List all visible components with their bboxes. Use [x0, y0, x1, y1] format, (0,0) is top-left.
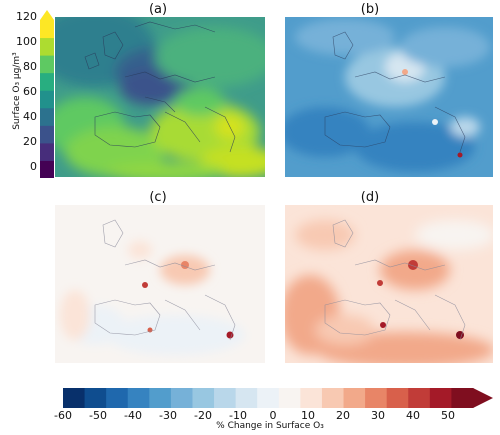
colorbar-step [63, 388, 86, 408]
colorbar-step [40, 37, 54, 56]
colorbar-step [40, 90, 54, 109]
colorbar-tick-label: 30 [371, 409, 385, 422]
percent-change-colorbar-label: % Change in Surface O₃ [216, 421, 324, 431]
colorbar-step [106, 388, 129, 408]
colorbar-tick-label: 50 [441, 409, 455, 422]
colorbar-tick-label: 100 [16, 35, 37, 48]
percent-change-colorbar [63, 388, 495, 408]
colorbar-step [84, 388, 107, 408]
colorbar-tick-label: -30 [159, 409, 177, 422]
colorbar-step [149, 388, 172, 408]
colorbar-tick-label: 10 [301, 409, 315, 422]
colorbar-tick-label: 0 [269, 409, 277, 422]
map-panel-d [285, 205, 493, 363]
colorbar-step [321, 388, 345, 408]
colorbar-step [40, 107, 54, 126]
colorbar-step [343, 388, 366, 408]
panel-label-d: (d) [360, 190, 380, 205]
colorbar-tick-label: 20 [23, 135, 37, 148]
colorbar-tick-label: -10 [229, 409, 247, 422]
colorbar-extend-arrow [473, 388, 493, 408]
colorbar-tick-label: -60 [54, 409, 72, 422]
colorbar-step [451, 388, 474, 408]
colorbar-step [40, 160, 54, 179]
surface-o3-colorbar [40, 10, 54, 179]
colorbar-step [257, 388, 280, 408]
panel-label-c: (c) [149, 190, 167, 205]
colorbar-step [214, 388, 237, 408]
colorbar-step [40, 20, 54, 39]
map-panel-c [55, 205, 265, 363]
colorbar-tick-label: 40 [23, 110, 37, 123]
panel-label-b: (b) [360, 2, 380, 17]
colorbar-step [235, 388, 258, 408]
colorbar-step [192, 388, 215, 408]
colorbar-tick-label: 80 [23, 60, 37, 73]
colorbar-tick-label: 40 [406, 409, 420, 422]
colorbar-tick-label: -50 [89, 409, 107, 422]
colorbar-step [408, 388, 431, 408]
colorbar-step [40, 125, 54, 144]
colorbar-step [40, 142, 54, 161]
colorbar-tick-label: 0 [30, 160, 37, 173]
colorbar-step [40, 72, 54, 91]
colorbar-tick-label: 20 [336, 409, 350, 422]
colorbar-tick-label: -40 [124, 409, 142, 422]
colorbar-tick-label: 60 [23, 85, 37, 98]
map-panel-a [55, 17, 265, 177]
colorbar-step [300, 388, 323, 408]
colorbar-tick-label: -20 [194, 409, 212, 422]
colorbar-tick-label: 120 [16, 10, 37, 23]
colorbar-step [429, 388, 452, 408]
map-panel-b [285, 17, 493, 177]
colorbar-step [127, 388, 150, 408]
surface-o3-colorbar-graphic [40, 10, 54, 179]
colorbar-step [386, 388, 409, 408]
panel-label-a: (a) [148, 2, 168, 17]
colorbar-step [365, 388, 388, 408]
percent-change-colorbar-graphic [63, 388, 493, 408]
colorbar-step [278, 388, 301, 408]
colorbar-step [170, 388, 193, 408]
colorbar-step [40, 55, 54, 74]
